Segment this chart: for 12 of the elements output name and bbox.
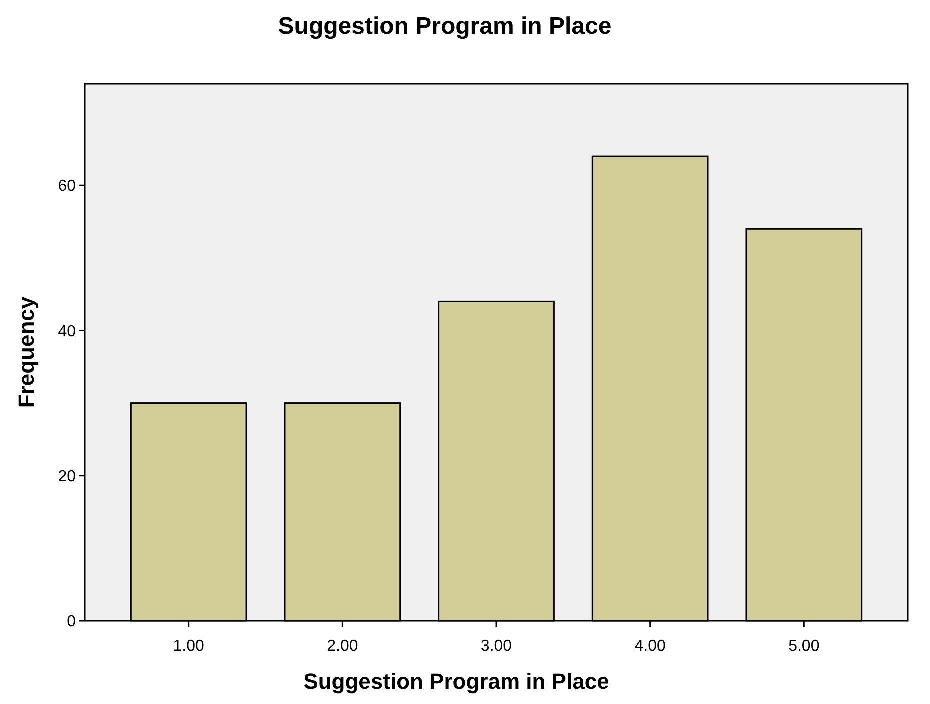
y-tick-label: 0 <box>67 614 76 631</box>
x-tick-label: 5.00 <box>788 638 820 655</box>
x-axis-title: Suggestion Program in Place <box>304 669 610 694</box>
y-axis-title: Frequency <box>14 296 39 408</box>
x-tick-label: 3.00 <box>480 638 512 655</box>
y-tick-label: 20 <box>58 468 76 486</box>
y-tick-label: 60 <box>58 178 76 196</box>
chart-title: Suggestion Program in Place <box>278 13 612 40</box>
x-tick-label: 1.00 <box>173 638 205 655</box>
y-tick-label: 40 <box>58 323 76 340</box>
x-tick-label: 2.00 <box>327 638 358 655</box>
x-tick-label: 4.00 <box>634 638 666 655</box>
